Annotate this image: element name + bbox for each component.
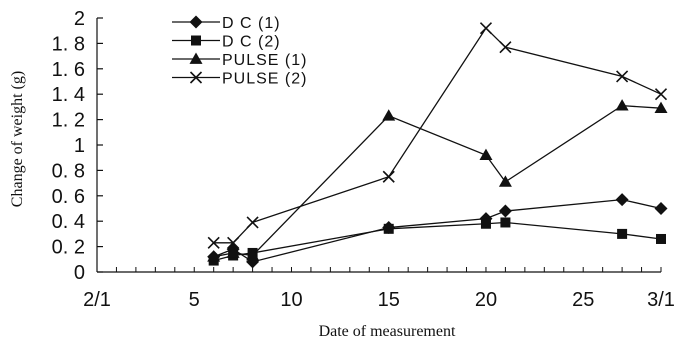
legend: D C (1) D C (2)PULSE (1) PULSE (2) xyxy=(172,15,307,88)
data-point-triangle xyxy=(382,109,396,121)
data-point-square xyxy=(500,217,511,228)
x-axis-ticks: 2/1 5 10 15 20 25 3/1 xyxy=(83,267,675,311)
legend-label: PULSE (2) xyxy=(222,71,307,88)
y-tick-label: 0 xyxy=(74,262,85,284)
series-line xyxy=(213,104,662,258)
legend-label: D C (2) xyxy=(222,34,281,51)
legend-item: D C (2) xyxy=(172,34,281,51)
x-tick-label: 2/1 xyxy=(83,289,111,311)
series-2 xyxy=(208,217,666,266)
y-axis-ticks: 0 0. 2 0. 4 0. 6 0. 8 1 1. 2 1. 4 1. 6 1. 8 2 xyxy=(52,8,103,284)
x-tick-label: 10 xyxy=(280,289,302,311)
y-axis-label: Change of weight (g) xyxy=(9,71,26,207)
data-point-triangle xyxy=(498,175,512,187)
legend-marker xyxy=(189,15,203,29)
y-tick-label: 0. 2 xyxy=(52,237,85,259)
x-tick-label: 20 xyxy=(475,289,497,311)
data-point-cross xyxy=(382,170,395,183)
data-point-cross xyxy=(616,70,629,83)
y-tick-label: 0. 6 xyxy=(52,186,85,208)
legend-label: D C (1) xyxy=(222,15,281,32)
y-tick-label: 1 xyxy=(74,135,85,157)
data-point-square xyxy=(656,233,666,244)
data-point-cross xyxy=(479,22,493,35)
x-tick-label: 25 xyxy=(572,289,594,311)
data-point-cross xyxy=(499,41,512,54)
x-tick-label: 5 xyxy=(189,289,200,311)
data-point-square xyxy=(383,223,394,234)
y-tick-label: 2 xyxy=(74,8,85,30)
data-point-triangle xyxy=(207,250,221,262)
series-4 xyxy=(207,22,668,249)
data-point-diamond xyxy=(615,193,629,207)
y-tick-label: 1. 6 xyxy=(52,59,85,81)
data-point-triangle xyxy=(226,246,240,258)
data-point-cross xyxy=(654,88,668,101)
data-point-triangle xyxy=(615,99,629,111)
data-point-diamond xyxy=(498,204,512,218)
x-tick-label: 15 xyxy=(378,289,400,311)
data-point-square xyxy=(617,228,628,239)
y-tick-label: 1. 4 xyxy=(52,84,85,106)
data-point-square xyxy=(480,218,491,229)
data-point-diamond xyxy=(654,202,668,215)
legend-item: PULSE (2) xyxy=(172,71,307,88)
x-axis-label: Date of measurement xyxy=(319,323,456,340)
legend-marker xyxy=(191,35,201,46)
legend-item: PULSE (1) xyxy=(172,52,307,69)
legend-marker xyxy=(189,52,203,64)
y-tick-label: 1. 8 xyxy=(52,33,85,55)
data-point-triangle xyxy=(479,148,493,161)
series-3 xyxy=(207,99,668,262)
y-tick-label: 0. 4 xyxy=(52,211,85,233)
legend-label: PULSE (1) xyxy=(222,52,307,69)
data-point-cross xyxy=(227,236,240,249)
x-tick-label: 3/1 xyxy=(647,289,675,311)
data-point-triangle xyxy=(654,101,668,114)
y-tick-label: 0. 8 xyxy=(52,160,85,182)
legend-marker xyxy=(189,71,203,84)
data-point-cross xyxy=(207,236,220,249)
legend-item: D C (1) xyxy=(172,15,281,32)
data-point-cross xyxy=(246,216,259,229)
data-point-triangle xyxy=(246,248,260,261)
y-tick-label: 1. 2 xyxy=(52,110,85,132)
series-group xyxy=(207,22,668,269)
